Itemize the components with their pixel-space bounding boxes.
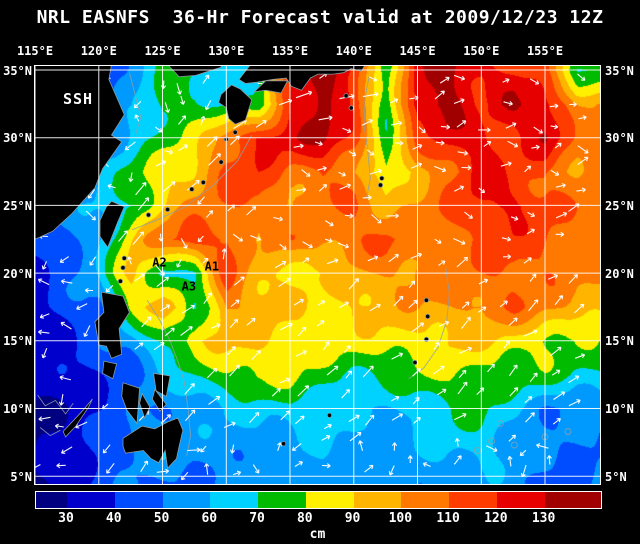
graticule-grid [35, 66, 600, 484]
lon-tick-label: 155°E [526, 44, 564, 58]
field-label: SSH [63, 90, 94, 108]
lat-tick-label-right: 35°N [605, 63, 634, 78]
lat-tick-label-left: 25°N [3, 198, 32, 213]
lon-tick-label: 145°E [399, 44, 436, 58]
lat-tick-label-right: 20°N [605, 266, 634, 281]
colorbar [35, 491, 602, 509]
colorbar-cell [496, 492, 545, 508]
colorbar-cell [36, 492, 68, 508]
colorbar-tick: 130 [531, 511, 556, 526]
lat-tick-label-left: 35°N [3, 63, 32, 78]
bathymetry-contours [37, 72, 572, 456]
land-mindanao [122, 417, 184, 469]
lat-tick-label-right: 15°N [605, 334, 634, 349]
land-shikoku [253, 80, 289, 94]
lat-tick-label-left: 5°N [10, 469, 32, 484]
lat-tick-label-right: 30°N [605, 131, 634, 146]
land-honshu [238, 66, 365, 91]
land-kyushu [218, 84, 253, 125]
eddy-label-a2: A2 [152, 255, 166, 269]
ssh-heatmap-canvas [35, 66, 600, 484]
land-china [35, 66, 125, 240]
colorbar-cell [353, 492, 402, 508]
map-plot-area: A2 A1 A3 SSH [34, 65, 601, 485]
lat-tick-label-right: 5°N [605, 469, 627, 484]
lat-tick-label-left: 30°N [3, 131, 32, 146]
lon-tick-label: 115°E [16, 44, 54, 58]
colorbar-cell [210, 492, 259, 508]
lat-tick-label-right: 10°N [605, 402, 634, 416]
colorbar-cell [114, 492, 163, 508]
lon-tick-label: 130°E [208, 44, 245, 58]
colorbar-tick: 30 [58, 511, 74, 526]
colorbar-tick: 60 [201, 511, 218, 526]
colorbar-cell [449, 492, 497, 508]
lat-tick-label-left: 15°N [3, 334, 32, 349]
lat-tick-label-left: 20°N [3, 266, 32, 281]
colorbar-cell [401, 492, 450, 508]
land-taiwan [99, 200, 125, 249]
land-panay [121, 382, 141, 425]
colorbar-cell [544, 492, 602, 508]
lon-tick-label: 140°E [335, 44, 372, 58]
eddy-label-a3: A3 [182, 280, 196, 294]
land-masses [35, 66, 431, 469]
colorbar-tick: 70 [249, 511, 265, 526]
colorbar-cell [258, 492, 306, 508]
colorbar-tick: 80 [296, 511, 313, 526]
colorbar-tick: 110 [436, 511, 460, 526]
lon-tick-label: 125°E [144, 44, 181, 58]
colorbar-tick: 100 [388, 511, 413, 526]
colorbar-tick: 90 [344, 511, 361, 526]
colorbar-tick: 50 [153, 511, 170, 526]
colorbar-tick: 40 [105, 511, 122, 526]
lon-tick-label: 150°E [463, 44, 500, 58]
land-luzon [94, 291, 130, 359]
lat-tick-label-right: 25°N [605, 198, 634, 213]
land-cebu [139, 392, 151, 420]
map-overlay-svg: A2 A1 A3 [35, 66, 600, 484]
lon-tick-label: 120°E [80, 44, 117, 58]
land-samar [153, 372, 171, 397]
land-mindoro [102, 360, 118, 380]
figure-title: NRL EASNFS 36-Hr Forecast valid at 2009/… [36, 7, 604, 28]
current-vector-arrows [35, 72, 589, 481]
colorbar-cell [67, 492, 115, 508]
colorbar-cell [162, 492, 211, 508]
land-palawan [62, 398, 93, 438]
lon-tick-label: 135°E [271, 44, 309, 58]
colorbar-units-label: cm [309, 527, 326, 542]
land-korea [168, 66, 222, 78]
eddy-label-a1: A1 [205, 259, 219, 273]
colorbar-cell [305, 492, 354, 508]
colorbar-tick: 120 [484, 511, 508, 526]
lat-tick-label-left: 10°N [3, 402, 32, 416]
